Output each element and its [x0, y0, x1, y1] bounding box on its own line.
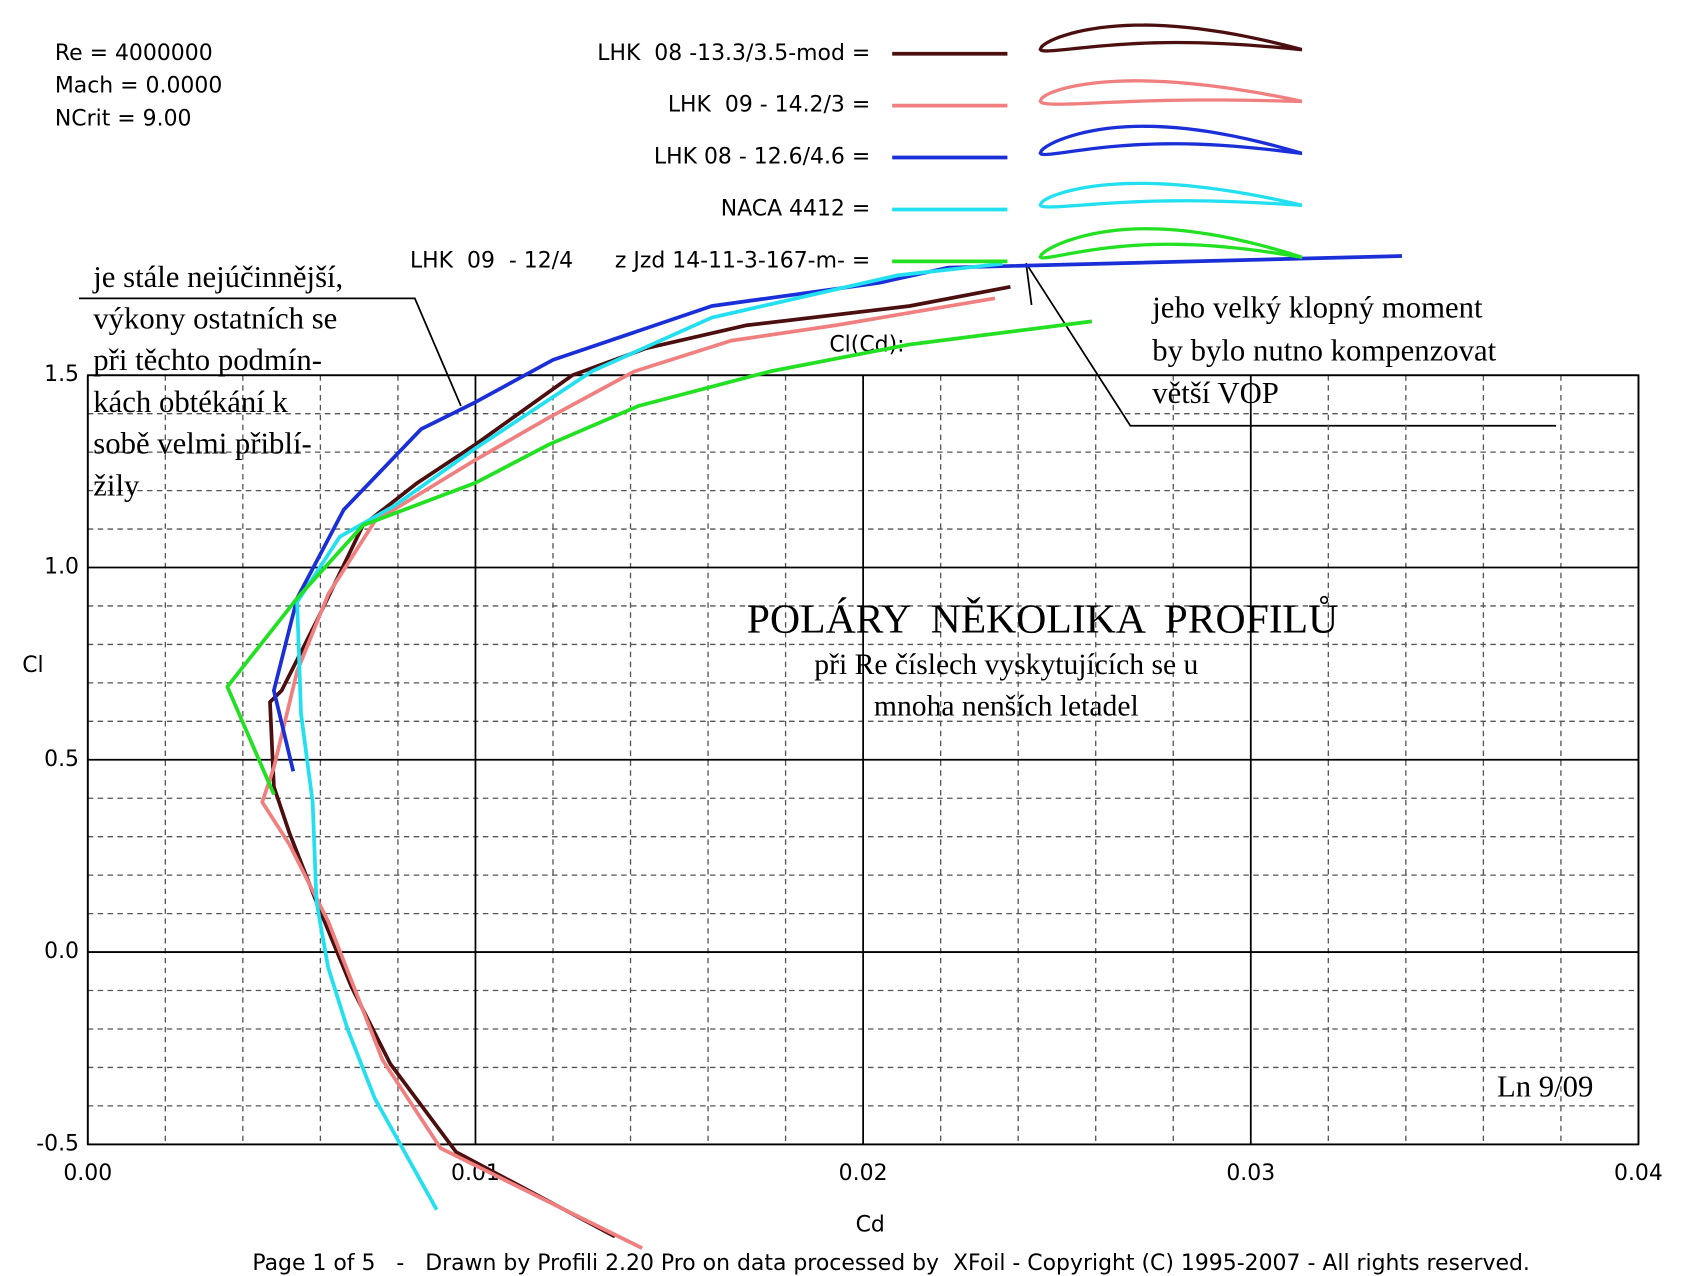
- info-text: Re = 4000000: [55, 41, 213, 66]
- info-text: NCrit = 9.00: [55, 107, 192, 132]
- annotation: sobě velmi přiblí-: [93, 427, 311, 461]
- y-tick-label: 1.5: [44, 362, 79, 387]
- x-tick-label: 0.04: [1614, 1161, 1663, 1186]
- y-tick-label: 0.0: [44, 939, 79, 964]
- airfoil-icon: [1038, 124, 1303, 157]
- annotation: mnoha nenších letadel: [874, 691, 1139, 723]
- x-axis-label: Cd: [856, 1213, 885, 1238]
- leader-line: [1025, 262, 1557, 427]
- annotation: je stále nejúčinnější,: [92, 260, 343, 294]
- legend-label: LHK 08 -13.3/3.5-mod =: [597, 41, 870, 66]
- footer: Page 1 of 5 - Drawn by Profili 2.20 Pro …: [252, 1251, 1529, 1276]
- annotation: větší VOP: [1152, 376, 1279, 410]
- legend-label: NACA 4412 =: [721, 196, 871, 221]
- annotation: jeho velký klopný moment: [1151, 291, 1483, 325]
- airfoil-icon: [1038, 23, 1303, 53]
- series-line: [272, 254, 1403, 772]
- plot-frame: [86, 374, 1640, 1146]
- y-tick-label: -0.5: [36, 1131, 79, 1156]
- annotation: Ln 9/09: [1497, 1070, 1593, 1104]
- y-tick-label: 0.5: [44, 747, 79, 772]
- x-tick-label: 0.02: [839, 1161, 888, 1186]
- annotation: výkony ostatních se: [93, 302, 337, 336]
- airfoil-icon: [1038, 227, 1303, 260]
- annotation: žily: [93, 468, 140, 502]
- series-line: [225, 319, 1093, 796]
- leader-line: [79, 297, 462, 407]
- annotation: při těchto podmín-: [93, 343, 322, 377]
- y-tick-label: 1.0: [44, 555, 79, 580]
- series-line: [295, 261, 1003, 1211]
- leader-line: [1025, 263, 1033, 306]
- x-tick-label: 0.00: [63, 1161, 112, 1186]
- legend-label: LHK 08 - 12.6/4.6 =: [654, 145, 870, 170]
- y-axis-label: Cl: [22, 653, 43, 678]
- legend-label: LHK 09 - 12/4 z Jzd 14-11-3-167-m- =: [410, 248, 870, 273]
- annotation: kách obtékání k: [93, 385, 288, 419]
- annotation: při Re číslech vyskytujících se u: [814, 649, 1198, 681]
- series-line: [260, 296, 996, 1250]
- annotation: POLÁRY NĚKOLIKA PROFILŮ: [747, 595, 1338, 643]
- airfoil-icon: [1038, 79, 1303, 106]
- airfoil-icon: [1038, 181, 1303, 209]
- annotation: by bylo nutno kompenzovat: [1152, 333, 1496, 367]
- legend-label: LHK 09 - 14.2/3 =: [668, 93, 870, 118]
- info-text: Mach = 0.0000: [55, 74, 222, 99]
- x-tick-label: 0.03: [1226, 1161, 1275, 1186]
